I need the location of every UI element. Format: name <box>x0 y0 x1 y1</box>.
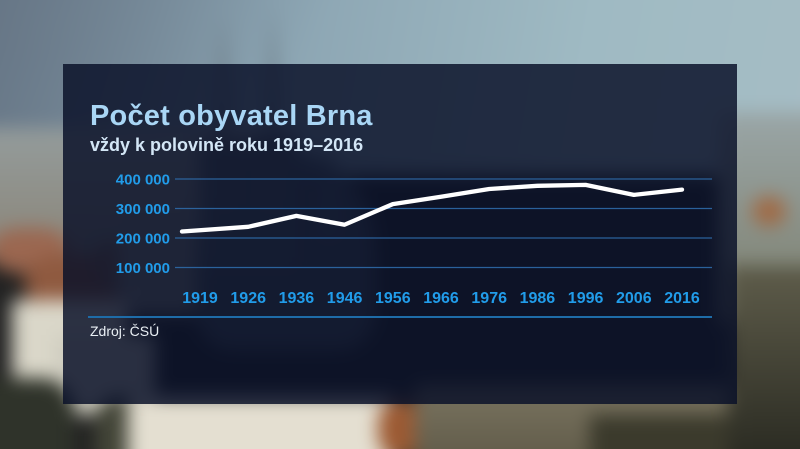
chart-panel: 100 000 200 000 300 000 400 000 1919 1926 1936… <box>63 64 737 404</box>
y-axis-tick-label: 100 000 <box>116 260 170 277</box>
background-branches <box>728 265 800 449</box>
population-line-series <box>179 182 685 234</box>
background-trees <box>0 378 75 449</box>
source-label: Zdroj: ČSÚ <box>90 323 160 339</box>
background-building <box>128 396 393 449</box>
x-axis-tick-label: 1919 <box>182 290 218 307</box>
population-line-chart: 100 000 200 000 300 000 400 000 1919 1926 1936… <box>88 172 712 318</box>
y-axis-tick-label: 300 000 <box>116 201 170 218</box>
x-axis-tick-label: 1956 <box>375 290 411 307</box>
chart-subtitle: vždy k polovině roku 1919–2016 <box>90 135 364 155</box>
x-axis-tick-label: 1966 <box>423 290 459 307</box>
chart-title: Počet obyvatel Brna <box>90 100 373 132</box>
x-axis-tick-label: 1926 <box>230 290 266 307</box>
x-axis-tick-label: 1996 <box>568 290 604 307</box>
x-axis-tick-label: 1936 <box>279 290 315 307</box>
y-axis-tick-label: 200 000 <box>116 231 170 248</box>
x-axis-tick-label: 1976 <box>471 290 507 307</box>
y-axis-tick-label: 400 000 <box>116 172 170 189</box>
x-axis-tick-label: 2016 <box>664 290 700 307</box>
x-axis-tick-label: 2006 <box>616 290 652 307</box>
x-axis-tick-label: 1946 <box>327 290 363 307</box>
x-axis-tick-label: 1986 <box>520 290 556 307</box>
background-orange-roof <box>752 196 786 226</box>
